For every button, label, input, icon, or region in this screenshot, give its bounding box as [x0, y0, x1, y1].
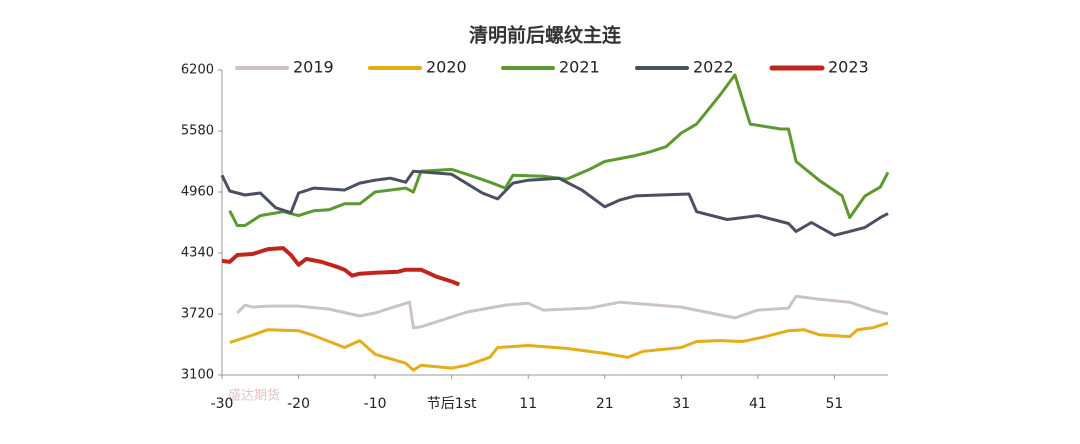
series-line [220, 169, 889, 237]
series-line [229, 321, 889, 372]
series-line [236, 294, 889, 330]
chart-title: 清明前后螺纹主连 [469, 24, 622, 47]
watermark: 盛达期货 [228, 388, 280, 404]
x-tick-label: 51 [825, 396, 843, 412]
legend-label: 2019 [293, 58, 334, 77]
y-tick-label: 4960 [181, 185, 214, 200]
x-tick-label: 21 [596, 396, 614, 412]
x-tick-label: -20 [287, 396, 310, 412]
x-tick-label: 节后1st [427, 396, 477, 412]
x-tick-label: 11 [519, 396, 537, 412]
legend-label: 2020 [426, 58, 467, 77]
x-tick-label: 41 [749, 396, 767, 412]
y-tick-label: 3720 [181, 307, 214, 322]
y-tick-label: 4340 [181, 246, 214, 261]
y-tick-label: 5580 [181, 124, 214, 139]
legend-label: 2022 [693, 58, 734, 77]
y-tick-label: 3100 [181, 368, 214, 383]
y-tick-label: 6200 [181, 63, 214, 78]
series-line [228, 73, 890, 227]
x-tick-label: -30 [211, 396, 234, 412]
legend-label: 2023 [828, 58, 869, 77]
x-tick-label: -10 [364, 396, 387, 412]
legend-label: 2021 [559, 58, 600, 77]
x-tick-label: 31 [672, 396, 690, 412]
series-line [221, 246, 461, 287]
